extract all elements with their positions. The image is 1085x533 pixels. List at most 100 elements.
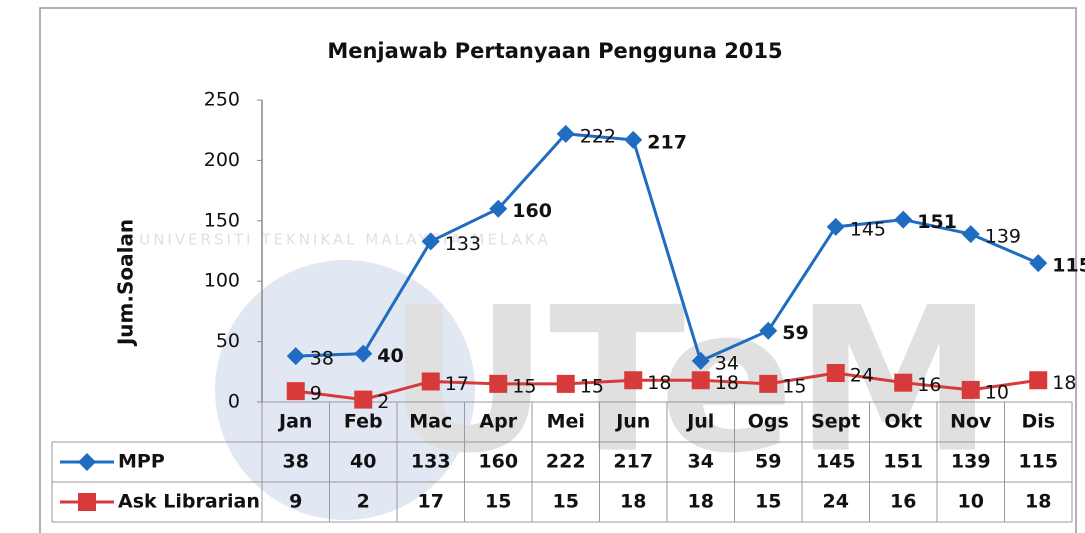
table-cell: 151	[883, 451, 923, 473]
table-cell: 38	[283, 451, 309, 473]
table-cell: 133	[411, 451, 451, 473]
marker	[556, 124, 575, 143]
data-label: 17	[445, 373, 469, 395]
data-label: 145	[850, 218, 886, 240]
table-cell: 18	[688, 491, 714, 513]
table-cell: 222	[546, 451, 586, 473]
data-label: 15	[512, 375, 536, 397]
y-axis-label: Jum.Soalan	[114, 219, 138, 347]
y-tick-label: 50	[216, 330, 240, 352]
marker	[421, 372, 440, 391]
data-label: 38	[310, 348, 334, 370]
marker	[759, 374, 778, 393]
legend-label: Ask Librarian	[118, 491, 260, 513]
x-tick-label: Mac	[409, 411, 452, 433]
data-label: 18	[1052, 372, 1076, 394]
data-label: 34	[715, 352, 739, 374]
table-cell: 16	[890, 491, 916, 513]
table-cell: 9	[289, 491, 302, 513]
marker	[826, 217, 845, 236]
data-label: 115	[1052, 255, 1085, 277]
table-cell: 15	[553, 491, 579, 513]
marker	[286, 347, 305, 366]
x-tick-label: Apr	[479, 411, 517, 433]
marker	[624, 371, 643, 390]
marker	[691, 371, 710, 390]
marker	[1029, 254, 1048, 273]
y-tick-label: 200	[204, 149, 240, 171]
x-tick-label: Okt	[884, 411, 922, 433]
marker	[421, 232, 440, 251]
data-label: 133	[445, 233, 481, 255]
data-label: 222	[580, 125, 616, 147]
table-cell: 139	[951, 451, 991, 473]
legend-marker	[78, 493, 96, 511]
chart-frame	[39, 7, 1077, 533]
watermark-text: UNIVERSITI TEKNIKAL MALAYSIA MELAKA	[139, 231, 551, 249]
x-tick-label: Feb	[344, 411, 383, 433]
data-label: 15	[580, 375, 604, 397]
marker	[286, 382, 305, 401]
marker	[354, 390, 373, 409]
table-cell: 18	[620, 491, 646, 513]
legend-label: MPP	[118, 451, 165, 473]
data-label: 217	[647, 131, 687, 153]
watermark-seal	[215, 260, 475, 520]
x-tick-label: Ogs	[748, 411, 789, 433]
x-tick-label: Sept	[811, 411, 860, 433]
table-cell: 24	[823, 491, 849, 513]
data-label: 151	[917, 211, 957, 233]
data-label: 24	[850, 365, 874, 387]
marker	[961, 225, 980, 244]
table-cell: 15	[485, 491, 511, 513]
table-cell: 2	[357, 491, 370, 513]
table-cell: 34	[688, 451, 714, 473]
marker	[556, 374, 575, 393]
data-label: 2	[377, 391, 389, 413]
data-label: 139	[985, 226, 1021, 248]
series-line	[295, 132, 1039, 363]
data-label: 10	[985, 381, 1009, 403]
x-tick-label: Jul	[685, 411, 714, 433]
table-cell: 217	[613, 451, 653, 473]
marker	[894, 373, 913, 392]
data-label: 59	[782, 322, 808, 344]
marker	[624, 130, 643, 149]
data-label: 18	[647, 372, 671, 394]
table-cell: 145	[816, 451, 856, 473]
table-cell: 115	[1018, 451, 1058, 473]
table-cell: 18	[1025, 491, 1051, 513]
x-tick-label: Mei	[547, 411, 585, 433]
marker	[489, 374, 508, 393]
marker	[489, 199, 508, 218]
chart-title: Menjawab Pertanyaan Pengguna 2015	[327, 39, 782, 63]
marker	[1029, 371, 1048, 390]
y-tick-label: 250	[204, 89, 240, 111]
x-tick-label: Nov	[950, 411, 992, 433]
marker	[961, 380, 980, 399]
table-cell: 59	[755, 451, 781, 473]
marker	[759, 321, 778, 340]
data-label: 9	[310, 383, 322, 405]
table-cell: 10	[958, 491, 984, 513]
y-tick-label: 100	[204, 270, 240, 292]
x-tick-label: Dis	[1021, 411, 1055, 433]
marker	[894, 210, 913, 229]
table-cell: 160	[478, 451, 518, 473]
marker	[691, 351, 710, 370]
data-label: 18	[715, 372, 739, 394]
data-label: 40	[377, 345, 403, 367]
marker	[354, 344, 373, 363]
series-line	[295, 371, 1039, 402]
y-tick-label: 150	[204, 209, 240, 231]
data-label: 15	[782, 375, 806, 397]
x-tick-label: Jun	[614, 411, 650, 433]
data-label: 16	[917, 374, 941, 396]
table-cell: 15	[755, 491, 781, 513]
table-cell: 40	[350, 451, 376, 473]
x-tick-label: Jan	[277, 411, 312, 433]
marker	[826, 364, 845, 383]
data-label: 160	[512, 200, 552, 222]
table-cell: 17	[418, 491, 444, 513]
